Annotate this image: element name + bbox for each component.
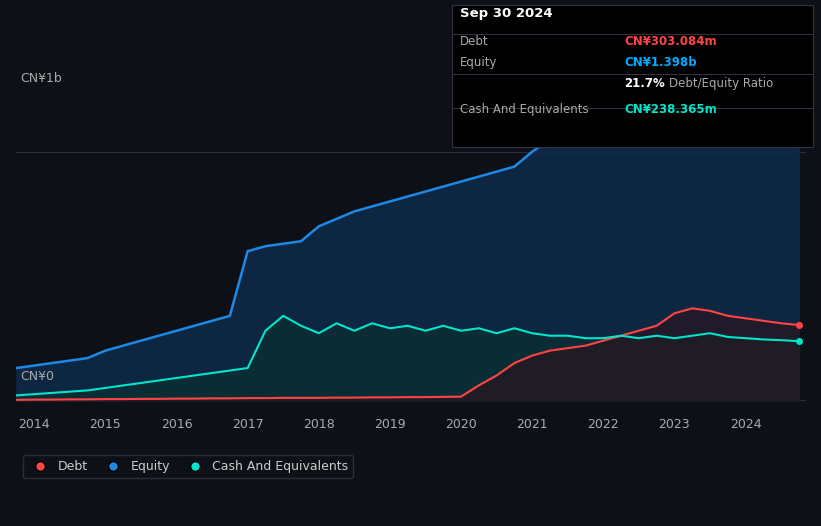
- Text: CN¥303.084m: CN¥303.084m: [624, 35, 717, 48]
- Legend: Debt, Equity, Cash And Equivalents: Debt, Equity, Cash And Equivalents: [23, 455, 354, 478]
- Text: CN¥0: CN¥0: [21, 370, 54, 383]
- Text: 21.7%: 21.7%: [624, 77, 665, 90]
- Text: Cash And Equivalents: Cash And Equivalents: [460, 103, 589, 116]
- Text: Equity: Equity: [460, 56, 498, 69]
- Text: CN¥1b: CN¥1b: [21, 72, 62, 85]
- Text: CN¥1.398b: CN¥1.398b: [624, 56, 696, 69]
- Text: Debt/Equity Ratio: Debt/Equity Ratio: [669, 77, 773, 90]
- Text: CN¥238.365m: CN¥238.365m: [624, 103, 717, 116]
- Text: Debt: Debt: [460, 35, 488, 48]
- Text: Sep 30 2024: Sep 30 2024: [460, 7, 553, 20]
